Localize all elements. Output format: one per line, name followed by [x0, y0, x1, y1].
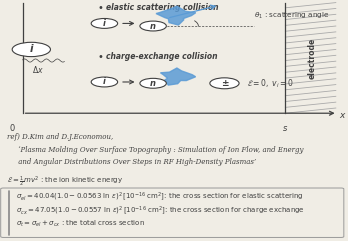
Text: i: i — [103, 78, 106, 87]
Text: $\mathcal{E} = 0,\ v_i = 0$: $\mathcal{E} = 0,\ v_i = 0$ — [247, 77, 294, 90]
Text: $\sigma_t = \sigma_{el} + \sigma_{cx}$ : the total cross section: $\sigma_t = \sigma_{el} + \sigma_{cx}$ :… — [16, 219, 144, 229]
Text: $l$: $l$ — [42, 45, 46, 56]
Text: s: s — [283, 124, 287, 133]
Text: $x$: $x$ — [339, 111, 347, 120]
Text: n: n — [150, 21, 156, 31]
Circle shape — [12, 42, 50, 57]
Text: and Angular Distributions Over Steps in RF High-Density Plasmas’: and Angular Distributions Over Steps in … — [7, 158, 256, 166]
Circle shape — [210, 78, 239, 89]
Circle shape — [140, 21, 166, 31]
Text: n: n — [150, 79, 156, 88]
Circle shape — [91, 19, 118, 28]
Text: $\mathcal{E} = \frac{1}{2}mv^2$ : the ion kinetic energy: $\mathcal{E} = \frac{1}{2}mv^2$ : the io… — [7, 174, 123, 189]
Text: $\Delta x$: $\Delta x$ — [32, 64, 44, 75]
Text: ‘Plasma Molding Over Surface Topography : Simulation of Ion Flow, and Energy: ‘Plasma Molding Over Surface Topography … — [7, 146, 303, 154]
Text: $\theta_1$ : scattering angle: $\theta_1$ : scattering angle — [254, 11, 330, 21]
Text: $\sigma_{cx} = 47.05(1.0 - 0.0557$ ln $\varepsilon)^{2}\,[10^{-16}$ cm$^{2}]$: t: $\sigma_{cx} = 47.05(1.0 - 0.0557$ ln $\… — [16, 204, 304, 217]
Text: electrode: electrode — [308, 37, 317, 79]
Circle shape — [91, 77, 118, 87]
Text: elastic scattering collision: elastic scattering collision — [106, 3, 219, 12]
Text: ref) D.Kim and D.J.Economou,: ref) D.Kim and D.J.Economou, — [7, 134, 113, 141]
Text: 0: 0 — [9, 124, 15, 133]
Text: $\sigma_{el} = 40.04(1.0 - 0.0563$ ln $\varepsilon)^{2}\,[10^{-16}$ cm$^{2}]$: t: $\sigma_{el} = 40.04(1.0 - 0.0563$ ln $\… — [16, 190, 303, 203]
Text: •: • — [97, 3, 103, 13]
Polygon shape — [156, 6, 196, 25]
Circle shape — [140, 78, 166, 88]
Text: i: i — [30, 44, 33, 54]
Text: •: • — [97, 52, 103, 62]
Text: i: i — [103, 19, 106, 28]
Polygon shape — [160, 68, 196, 85]
Text: ±: ± — [221, 79, 228, 88]
Text: charge-exchange collision: charge-exchange collision — [106, 52, 218, 61]
